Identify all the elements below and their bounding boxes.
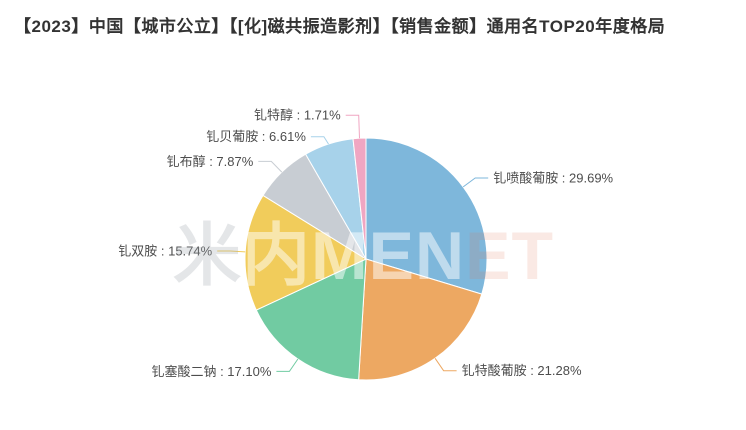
slice-label-3: 钆双胺 : 15.74% [118,244,212,259]
slice-label-1: 钆特酸葡胺 : 21.28% [462,363,582,378]
slice-label-line-5 [310,136,329,145]
pie-slice-2[interactable] [255,258,367,381]
slice-label-4: 钆布醇 : 7.87% [167,154,254,169]
pie-slice-0[interactable] [365,137,488,295]
slice-label-line-3 [217,250,246,253]
chart-title: 【2023】中国【城市公立】【[化]磁共振造影剂】【销售金额】通用名TOP20年… [14,17,666,36]
slice-label-line-6 [345,114,360,139]
slice-label-0: 钆喷酸葡胺 : 29.69% [493,171,613,186]
pie-slice-3[interactable] [244,194,367,311]
slice-label-5: 钆贝葡胺 : 6.61% [206,129,306,144]
slice-label-6: 钆特醇 : 1.71% [254,108,341,123]
slice-label-line-0 [462,177,489,188]
slice-label-line-2 [276,358,299,372]
slice-label-line-4 [258,160,283,173]
slice-label-line-1 [434,358,457,372]
slice-label-2: 钆塞酸二钠 : 17.10% [151,364,271,379]
